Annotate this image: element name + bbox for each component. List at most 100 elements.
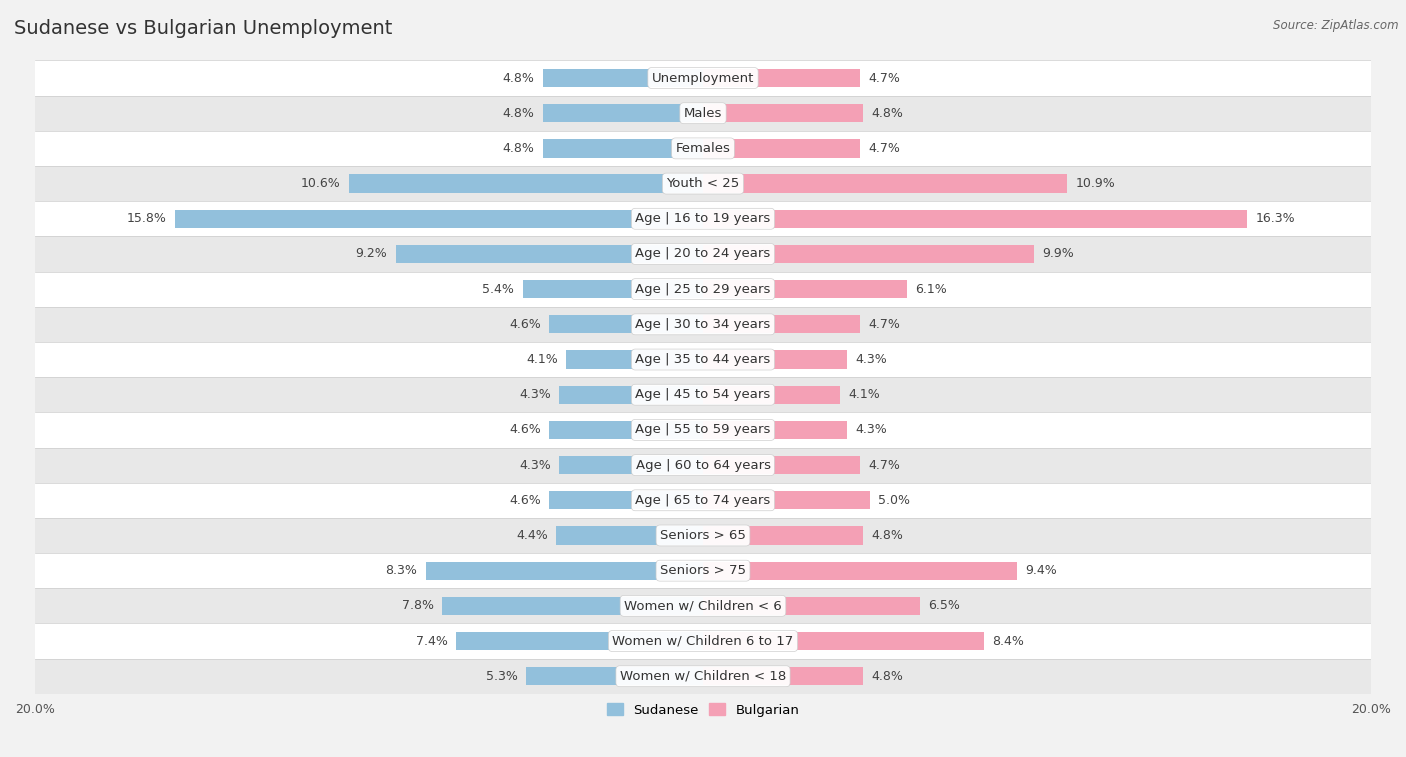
Text: 9.2%: 9.2% bbox=[356, 248, 387, 260]
Bar bbox=[703, 174, 1067, 193]
Text: Age | 65 to 74 years: Age | 65 to 74 years bbox=[636, 494, 770, 506]
Text: 5.4%: 5.4% bbox=[482, 282, 515, 296]
Text: 4.8%: 4.8% bbox=[502, 71, 534, 85]
Bar bbox=[349, 174, 703, 193]
Bar bbox=[176, 210, 703, 228]
Bar bbox=[703, 632, 984, 650]
Bar bbox=[395, 245, 703, 263]
Text: 4.3%: 4.3% bbox=[519, 388, 551, 401]
Bar bbox=[543, 139, 703, 157]
Bar bbox=[703, 667, 863, 685]
Bar bbox=[703, 456, 860, 474]
Bar bbox=[703, 562, 1017, 580]
Text: Age | 45 to 54 years: Age | 45 to 54 years bbox=[636, 388, 770, 401]
Bar bbox=[550, 491, 703, 509]
Text: 4.3%: 4.3% bbox=[519, 459, 551, 472]
Text: Youth < 25: Youth < 25 bbox=[666, 177, 740, 190]
Bar bbox=[703, 104, 863, 123]
Bar bbox=[35, 553, 1371, 588]
Bar bbox=[523, 280, 703, 298]
Text: 7.8%: 7.8% bbox=[402, 600, 434, 612]
Text: 4.8%: 4.8% bbox=[502, 107, 534, 120]
Bar bbox=[35, 624, 1371, 659]
Text: 4.8%: 4.8% bbox=[502, 142, 534, 155]
Bar bbox=[560, 456, 703, 474]
Text: 4.1%: 4.1% bbox=[848, 388, 880, 401]
Text: 4.3%: 4.3% bbox=[855, 423, 887, 436]
Text: Age | 55 to 59 years: Age | 55 to 59 years bbox=[636, 423, 770, 436]
Text: Males: Males bbox=[683, 107, 723, 120]
Bar bbox=[703, 315, 860, 334]
Text: 5.3%: 5.3% bbox=[485, 670, 517, 683]
Bar bbox=[703, 280, 907, 298]
Bar bbox=[35, 61, 1371, 95]
Text: Seniors > 75: Seniors > 75 bbox=[659, 564, 747, 577]
Bar bbox=[703, 69, 860, 87]
Text: 8.4%: 8.4% bbox=[993, 634, 1024, 647]
Bar bbox=[35, 447, 1371, 483]
Bar bbox=[35, 483, 1371, 518]
Bar bbox=[35, 272, 1371, 307]
Bar bbox=[456, 632, 703, 650]
Text: Women w/ Children 6 to 17: Women w/ Children 6 to 17 bbox=[613, 634, 793, 647]
Text: 4.7%: 4.7% bbox=[869, 459, 900, 472]
Bar bbox=[35, 413, 1371, 447]
Bar bbox=[703, 245, 1033, 263]
Text: 6.1%: 6.1% bbox=[915, 282, 946, 296]
Text: Seniors > 65: Seniors > 65 bbox=[659, 529, 747, 542]
Text: 16.3%: 16.3% bbox=[1256, 212, 1295, 226]
Text: Age | 30 to 34 years: Age | 30 to 34 years bbox=[636, 318, 770, 331]
Bar bbox=[443, 597, 703, 615]
Bar bbox=[35, 236, 1371, 272]
Text: 7.4%: 7.4% bbox=[416, 634, 447, 647]
Bar bbox=[703, 597, 920, 615]
Text: 10.9%: 10.9% bbox=[1076, 177, 1115, 190]
Text: 9.4%: 9.4% bbox=[1025, 564, 1057, 577]
Text: 4.6%: 4.6% bbox=[509, 423, 541, 436]
Text: Age | 35 to 44 years: Age | 35 to 44 years bbox=[636, 353, 770, 366]
Text: Females: Females bbox=[675, 142, 731, 155]
Text: 4.7%: 4.7% bbox=[869, 142, 900, 155]
Text: 15.8%: 15.8% bbox=[127, 212, 167, 226]
Bar bbox=[555, 526, 703, 544]
Text: 4.4%: 4.4% bbox=[516, 529, 548, 542]
Text: Women w/ Children < 18: Women w/ Children < 18 bbox=[620, 670, 786, 683]
Bar bbox=[35, 377, 1371, 413]
Bar bbox=[550, 421, 703, 439]
Bar bbox=[35, 131, 1371, 166]
Text: Age | 60 to 64 years: Age | 60 to 64 years bbox=[636, 459, 770, 472]
Text: 10.6%: 10.6% bbox=[301, 177, 340, 190]
Legend: Sudanese, Bulgarian: Sudanese, Bulgarian bbox=[602, 698, 804, 722]
Text: Unemployment: Unemployment bbox=[652, 71, 754, 85]
Text: 4.8%: 4.8% bbox=[872, 670, 904, 683]
Bar bbox=[526, 667, 703, 685]
Bar bbox=[703, 139, 860, 157]
Text: Age | 16 to 19 years: Age | 16 to 19 years bbox=[636, 212, 770, 226]
Text: 4.7%: 4.7% bbox=[869, 318, 900, 331]
Bar bbox=[35, 95, 1371, 131]
Bar bbox=[567, 350, 703, 369]
Text: Age | 20 to 24 years: Age | 20 to 24 years bbox=[636, 248, 770, 260]
Bar bbox=[703, 421, 846, 439]
Text: Age | 25 to 29 years: Age | 25 to 29 years bbox=[636, 282, 770, 296]
Text: 4.6%: 4.6% bbox=[509, 318, 541, 331]
Text: 4.7%: 4.7% bbox=[869, 71, 900, 85]
Bar bbox=[703, 491, 870, 509]
Text: Women w/ Children < 6: Women w/ Children < 6 bbox=[624, 600, 782, 612]
Text: Source: ZipAtlas.com: Source: ZipAtlas.com bbox=[1274, 19, 1399, 32]
Bar bbox=[35, 342, 1371, 377]
Text: 4.6%: 4.6% bbox=[509, 494, 541, 506]
Text: 4.8%: 4.8% bbox=[872, 107, 904, 120]
Bar bbox=[35, 201, 1371, 236]
Text: 4.3%: 4.3% bbox=[855, 353, 887, 366]
Bar bbox=[703, 210, 1247, 228]
Bar bbox=[543, 104, 703, 123]
Bar bbox=[550, 315, 703, 334]
Bar bbox=[703, 385, 839, 404]
Text: 4.8%: 4.8% bbox=[872, 529, 904, 542]
Bar bbox=[35, 166, 1371, 201]
Bar bbox=[543, 69, 703, 87]
Text: Sudanese vs Bulgarian Unemployment: Sudanese vs Bulgarian Unemployment bbox=[14, 19, 392, 38]
Text: 8.3%: 8.3% bbox=[385, 564, 418, 577]
Bar bbox=[35, 659, 1371, 694]
